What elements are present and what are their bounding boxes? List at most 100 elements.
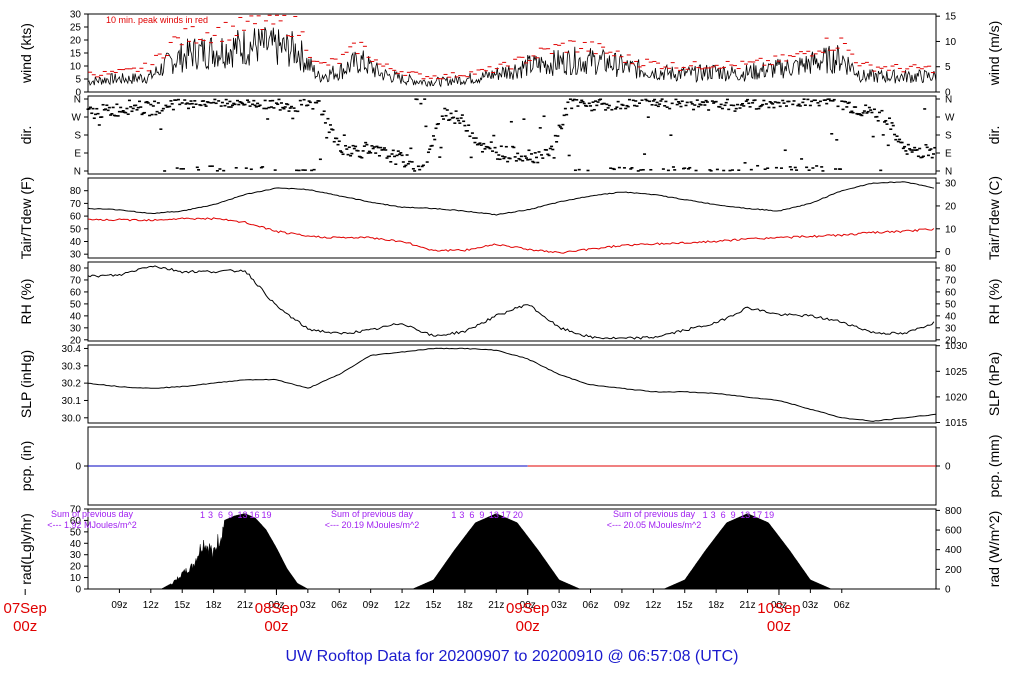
direction-ytick-label-right: E — [945, 149, 952, 160]
radiation-hour-marker: 3 — [711, 510, 716, 520]
humidity-ytick-label-left: 80 — [70, 263, 82, 274]
radiation-hour-marker: 19 — [764, 510, 774, 520]
time-axis-tick-label: 15z — [425, 600, 441, 611]
time-axis-tick-label: 06z — [331, 600, 347, 611]
direction-ylabel-right: dir. — [986, 126, 1002, 145]
wind-ytick-label-left: 10 — [70, 62, 82, 73]
wind-ytick-label-right: 5 — [945, 62, 951, 73]
wind-ytick-label-left: 25 — [70, 23, 82, 34]
radiation-area — [88, 513, 936, 590]
radiation-hour-marker: 17 — [752, 510, 762, 520]
radiation-hour-marker: 13 — [489, 510, 499, 520]
time-axis-day-hour: 00z — [767, 618, 791, 635]
wind-ytick-label-right: 10 — [945, 37, 957, 48]
wind-ylabel-left: wind (kts) — [18, 23, 34, 84]
direction-ytick-label-left: N — [74, 95, 81, 106]
pressure-ytick-label-right: 1030 — [945, 341, 968, 352]
weather-chart: wind (kts) wind (m/s)05101520253005101510… — [3, 10, 1002, 636]
time-axis-tick-label: 09z — [111, 600, 127, 611]
time-axis-tick-label: 12z — [645, 600, 661, 611]
time-axis-tick-label: 21z — [739, 600, 755, 611]
temperature-frame — [87, 177, 937, 259]
temperature-ytick-label-right: 10 — [945, 224, 957, 235]
wind-ytick-label-left: 30 — [70, 10, 82, 21]
radiation-hour-marker: 6 — [721, 510, 726, 520]
time-axis-day-date: 09Sep — [506, 600, 549, 617]
radiation-ytick-label-right: 400 — [945, 545, 962, 556]
humidity-line — [87, 265, 935, 340]
humidity-ylabel-right: RH (%) — [986, 279, 1002, 325]
pressure-ytick-label-right: 1015 — [945, 418, 968, 429]
time-axis-day-date: 10Sep — [757, 600, 800, 617]
temperature-ytick-label-right: 30 — [945, 179, 957, 190]
time-axis-tick-label: 06z — [834, 600, 850, 611]
time-axis-tick-label: 18z — [708, 600, 724, 611]
humidity-ytick-label-right: 40 — [945, 311, 957, 322]
pressure-ytick-label-left: 30.3 — [62, 361, 82, 372]
time-axis-tick-label: 15z — [174, 600, 190, 611]
humidity-ytick-label-left: 50 — [70, 299, 82, 310]
temperature-ytick-label-left: 70 — [70, 199, 82, 210]
time-axis-day-hour: 00z — [516, 618, 540, 635]
humidity-ytick-label-right: 80 — [945, 263, 957, 274]
radiation-ylabel-left: rad(Lgly/hr) — [18, 513, 34, 585]
direction-frame — [87, 95, 937, 175]
radiation-hour-marker: 19 — [262, 510, 272, 520]
radiation-hour-marker: 9 — [228, 510, 233, 520]
humidity-ytick-label-right: 20 — [945, 335, 957, 346]
radiation-ytick-label-right: 0 — [945, 585, 951, 596]
radiation-hour-marker: 3 — [208, 510, 213, 520]
humidity-ytick-label-right: 70 — [945, 275, 957, 286]
wind-frame — [87, 13, 937, 93]
time-axis-tick-label: 03z — [802, 600, 818, 611]
radiation-hour-marker: 9 — [479, 510, 484, 520]
time-axis-tick-label: 00z — [520, 600, 536, 611]
time-axis-tick-label: 06z — [582, 600, 598, 611]
radiation-note-line1: Sum of previous day — [331, 509, 414, 519]
temperature-ytick-label-left: 50 — [70, 224, 82, 235]
radiation-ytick-label-left: 0 — [75, 585, 81, 596]
radiation-hour-marker: 20 — [513, 510, 523, 520]
direction-ytick-label-right: N — [945, 95, 952, 106]
time-axis: 09z 12z 15z 18z 21z 00z 03z 06z 09z 12z 15z 18z 21z 0… — [3, 589, 850, 635]
humidity-ytick-label-left: 40 — [70, 311, 82, 322]
radiation-hour-marker: 1 — [200, 510, 205, 520]
temperature-ytick-label-left: 30 — [70, 250, 82, 261]
humidity-ytick-label-right: 30 — [945, 323, 957, 334]
radiation-ytick-label-right: 600 — [945, 526, 962, 537]
radiation-note-line1: Sum of previous day — [613, 509, 696, 519]
wind-ytick-label-left: 15 — [70, 49, 82, 60]
direction-ytick-label-right: N — [945, 167, 952, 178]
time-axis-tick-label: 03z — [551, 600, 567, 611]
time-axis-tick-label: 09z — [614, 600, 630, 611]
radiation-ytick-label-right: 800 — [945, 506, 962, 517]
pressure-ytick-label-right: 1020 — [945, 392, 968, 403]
pressure-line — [87, 347, 937, 422]
humidity-ytick-label-left: 70 — [70, 275, 82, 286]
temperature-ytick-label-left: 60 — [70, 212, 82, 223]
wind-ytick-label-right: 0 — [945, 88, 951, 99]
wind-mean-line — [87, 27, 937, 88]
temperature-ytick-label-right: 0 — [945, 247, 951, 258]
humidity-frame — [87, 261, 937, 342]
pressure-ylabel-right: SLP (hPa) — [986, 352, 1002, 416]
time-axis-tick-label: 18z — [457, 600, 473, 611]
direction-ytick-label-left: E — [74, 149, 81, 160]
radiation-hour-marker: 13 — [740, 510, 750, 520]
direction-ytick-label-left: N — [74, 167, 81, 178]
radiation-ytick-label-left: 40 — [70, 539, 82, 550]
direction-ylabel-left: dir. — [18, 126, 34, 145]
temperature-ylabel-left: Tair/Tdew (F) — [18, 177, 34, 259]
humidity-ytick-label-left: 20 — [70, 335, 82, 346]
pressure-ytick-label-left: 30.2 — [62, 379, 82, 390]
pressure-ytick-label-left: 30.4 — [62, 344, 82, 355]
temperature-ytick-label-left: 80 — [70, 186, 82, 197]
time-axis-tick-label: 09z — [363, 600, 379, 611]
humidity-ytick-label-right: 50 — [945, 299, 957, 310]
temperature-ytick-label-right: 20 — [945, 201, 957, 212]
chart-panels: wind (kts) wind (m/s)05101520253005101510… — [18, 10, 1002, 596]
pressure-ylabel-left: SLP (inHg) — [18, 350, 34, 418]
radiation-hour-marker: 1 — [451, 510, 456, 520]
time-axis-tick-label: 15z — [677, 600, 693, 611]
wind-ylabel-right: wind (m/s) — [986, 21, 1002, 87]
